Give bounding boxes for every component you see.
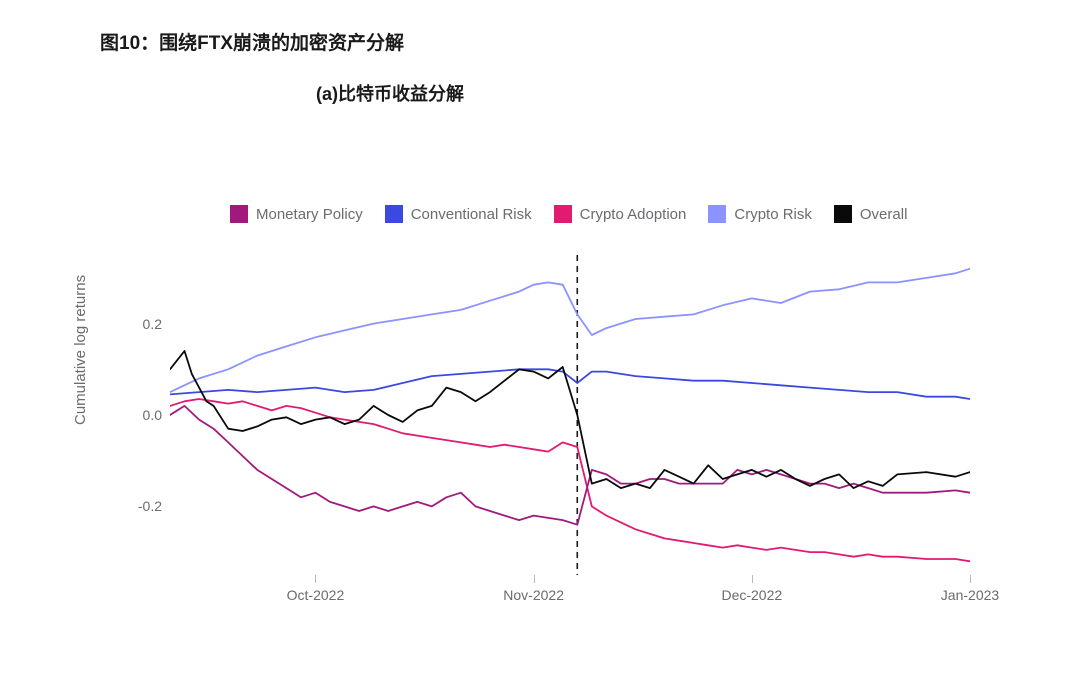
series-overall bbox=[170, 351, 970, 488]
y-tick-label: 0.2 bbox=[132, 316, 162, 332]
legend-item-overall: Overall bbox=[834, 205, 908, 223]
legend-label: Monetary Policy bbox=[256, 206, 363, 223]
legend-swatch bbox=[834, 205, 852, 223]
series-conventional-risk bbox=[170, 369, 970, 399]
y-tick-label: 0.0 bbox=[132, 407, 162, 423]
legend-swatch bbox=[385, 205, 403, 223]
page: 图10：围绕FTX崩溃的加密资产分解 (a)比特币收益分解 Monetary P… bbox=[0, 0, 1082, 676]
x-tick-mark bbox=[315, 575, 316, 583]
series-crypto-risk bbox=[170, 269, 970, 392]
legend-label: Conventional Risk bbox=[411, 206, 532, 223]
x-tick-label: Jan-2023 bbox=[941, 587, 999, 603]
legend-item-conventional-risk: Conventional Risk bbox=[385, 205, 532, 223]
legend-item-crypto-risk: Crypto Risk bbox=[708, 205, 812, 223]
plot-area bbox=[170, 255, 970, 575]
legend-label: Crypto Risk bbox=[734, 206, 812, 223]
series-monetary-policy bbox=[170, 406, 970, 525]
legend-label: Crypto Adoption bbox=[580, 206, 687, 223]
figure-title: 图10：围绕FTX崩溃的加密资产分解 bbox=[100, 28, 404, 55]
y-axis-label: Cumulative log returns bbox=[72, 275, 89, 425]
chart: Monetary Policy Conventional Risk Crypto… bbox=[110, 195, 1010, 625]
legend-swatch bbox=[554, 205, 572, 223]
legend-swatch bbox=[230, 205, 248, 223]
x-tick-mark bbox=[534, 575, 535, 583]
x-tick-label: Oct-2022 bbox=[287, 587, 345, 603]
legend: Monetary Policy Conventional Risk Crypto… bbox=[230, 205, 1000, 223]
x-tick-label: Dec-2022 bbox=[721, 587, 782, 603]
x-tick-mark bbox=[970, 575, 971, 583]
legend-item-crypto-adoption: Crypto Adoption bbox=[554, 205, 687, 223]
series-crypto-adoption bbox=[170, 399, 970, 561]
legend-swatch bbox=[708, 205, 726, 223]
plot-svg bbox=[170, 255, 970, 575]
legend-item-monetary-policy: Monetary Policy bbox=[230, 205, 363, 223]
figure-subtitle: (a)比特币收益分解 bbox=[316, 80, 464, 106]
legend-label: Overall bbox=[860, 206, 908, 223]
y-tick-label: -0.2 bbox=[132, 498, 162, 514]
x-tick-mark bbox=[752, 575, 753, 583]
x-tick-label: Nov-2022 bbox=[503, 587, 564, 603]
